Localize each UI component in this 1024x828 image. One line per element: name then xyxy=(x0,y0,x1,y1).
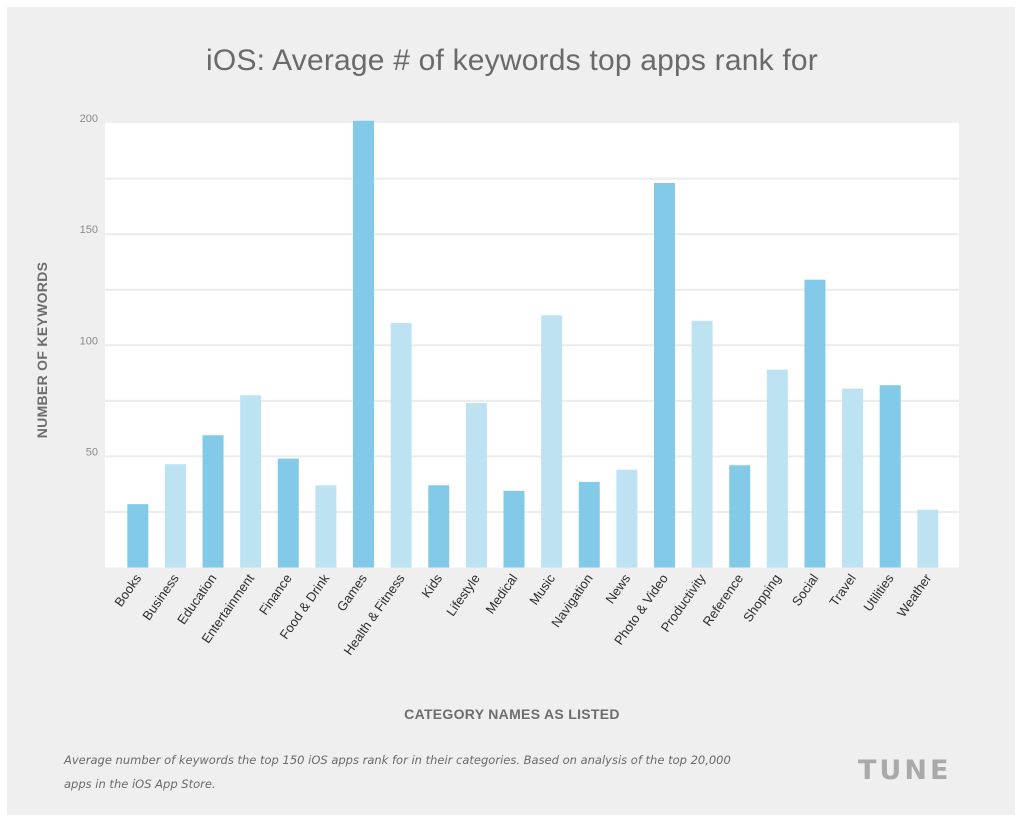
x-tick-label: Utilities xyxy=(860,571,897,614)
chart-caption: Average number of keywords the top 150 i… xyxy=(64,748,764,796)
y-tick-label: 100 xyxy=(80,335,98,347)
caption-line-1: Average number of keywords the top 150 i… xyxy=(64,753,731,767)
tune-logo: TUNE xyxy=(858,755,952,786)
bar-lifestyle xyxy=(465,403,487,568)
bar-finance xyxy=(277,458,299,568)
x-tick-label: Travel xyxy=(826,571,859,609)
x-tick-label: Finance xyxy=(256,571,295,617)
bar-health-fitness xyxy=(390,323,412,568)
bar-weather xyxy=(917,509,939,568)
y-tick-label: 150 xyxy=(80,224,98,236)
y-tick-label: 200 xyxy=(80,113,98,125)
bar-reference xyxy=(729,465,751,568)
bar-entertainment xyxy=(240,395,262,568)
x-axis-labels: BooksBusinessEducationEntertainmentFinan… xyxy=(111,571,934,658)
y-tick-label: 50 xyxy=(86,446,98,458)
bars xyxy=(127,120,939,568)
bar-news xyxy=(616,469,638,568)
x-tick-label: Books xyxy=(111,571,144,610)
x-axis-title: CATEGORY NAMES AS LISTED xyxy=(404,706,620,722)
bar-medical xyxy=(503,490,525,568)
bar-games xyxy=(353,120,375,568)
x-tick-label: Shopping xyxy=(740,571,784,625)
caption-line-2: apps in the iOS App Store. xyxy=(64,777,216,791)
x-tick-label: Social xyxy=(789,571,822,609)
bar-education xyxy=(202,435,224,568)
x-tick-label: Lifestyle xyxy=(443,571,483,619)
x-tick-label: Games xyxy=(334,571,371,614)
y-axis-title: NUMBER OF KEYWORDS xyxy=(34,261,50,439)
x-tick-label: Weather xyxy=(894,571,935,620)
bar-food-drink xyxy=(315,485,337,568)
bar-navigation xyxy=(578,481,600,568)
x-tick-label: Music xyxy=(526,571,558,608)
bar-kids xyxy=(428,485,450,568)
bar-productivity xyxy=(691,320,713,568)
bar-books xyxy=(127,504,149,568)
x-tick-label: Medical xyxy=(482,571,520,616)
y-axis-ticks: 50 100 150 200 xyxy=(80,113,98,458)
x-tick-label: News xyxy=(602,571,633,607)
bar-travel xyxy=(842,388,864,568)
x-tick-label: Kids xyxy=(418,571,445,601)
bar-photo-video xyxy=(653,183,675,568)
bar-shopping xyxy=(766,369,788,568)
bar-utilities xyxy=(879,385,901,568)
chart-title: iOS: Average # of keywords top apps rank… xyxy=(206,44,818,77)
bar-business xyxy=(164,464,186,568)
bar-social xyxy=(804,279,826,568)
bar-music xyxy=(541,315,563,568)
